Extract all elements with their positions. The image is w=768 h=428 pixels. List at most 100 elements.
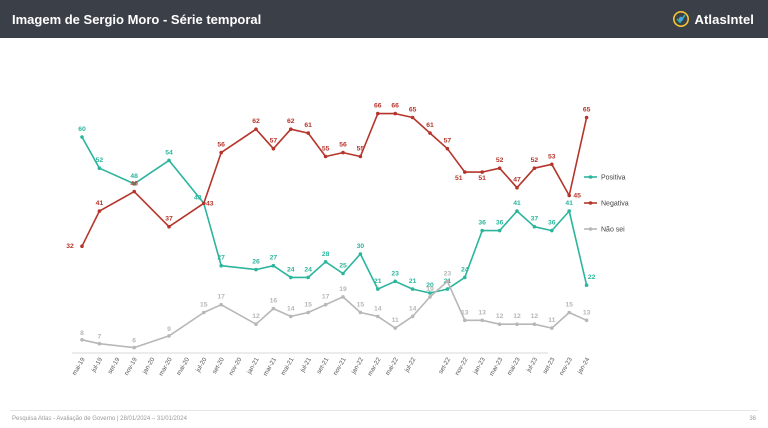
data-point xyxy=(376,111,380,116)
data-label: 23 xyxy=(391,270,399,277)
x-tick-label: mar-21 xyxy=(262,356,278,377)
data-point xyxy=(358,154,363,159)
data-point xyxy=(97,341,102,346)
data-label: 13 xyxy=(583,309,591,316)
data-label: 52 xyxy=(531,157,539,164)
data-point xyxy=(497,228,502,233)
data-point xyxy=(567,310,571,315)
data-label: 37 xyxy=(165,216,173,223)
data-point xyxy=(410,287,415,291)
data-label: 6 xyxy=(132,338,136,345)
data-label: 12 xyxy=(531,313,539,320)
data-point xyxy=(202,201,206,206)
data-point xyxy=(463,170,467,174)
data-point xyxy=(532,322,537,327)
data-label: 54 xyxy=(165,149,173,156)
data-label: 14 xyxy=(409,305,417,312)
data-label: 13 xyxy=(478,309,486,316)
x-tick-label: mai-23 xyxy=(506,356,522,377)
data-point xyxy=(132,345,136,350)
data-point xyxy=(445,279,450,284)
data-label: 9 xyxy=(167,326,171,333)
data-label: 16 xyxy=(270,298,278,305)
data-point xyxy=(480,170,485,174)
data-point xyxy=(550,228,554,233)
legend-marker xyxy=(588,175,593,179)
x-tick-label: jan-22 xyxy=(350,356,366,376)
data-label: 41 xyxy=(513,200,521,207)
data-point xyxy=(445,146,450,151)
data-point xyxy=(341,271,345,276)
data-label: 11 xyxy=(548,317,555,324)
x-tick-label: mai-19 xyxy=(71,356,87,377)
data-point xyxy=(410,115,415,120)
legend-marker xyxy=(588,227,593,231)
data-point xyxy=(480,318,485,323)
data-label: 57 xyxy=(270,138,278,145)
x-tick-label: jan-21 xyxy=(245,356,261,376)
x-tick-label: nov-22 xyxy=(454,356,470,377)
data-label: 36 xyxy=(548,220,556,227)
data-label: 21 xyxy=(374,278,382,285)
data-label: 48 xyxy=(130,173,138,180)
data-label: 61 xyxy=(304,122,312,129)
data-label: 7 xyxy=(98,334,102,341)
data-label: 24 xyxy=(304,266,312,273)
data-point xyxy=(550,162,554,167)
data-label: 17 xyxy=(322,294,330,301)
data-point xyxy=(132,182,136,186)
data-point xyxy=(376,287,380,291)
data-point xyxy=(445,287,450,291)
data-label: 12 xyxy=(252,313,260,320)
data-point xyxy=(323,154,328,159)
data-label: 25 xyxy=(339,263,347,270)
data-label: 14 xyxy=(287,305,295,312)
data-point xyxy=(254,127,258,131)
data-point xyxy=(254,322,258,327)
page-number: 36 xyxy=(749,416,756,422)
data-point xyxy=(97,209,102,213)
data-point xyxy=(80,244,84,248)
data-label: 15 xyxy=(200,302,208,309)
data-label: 43 xyxy=(206,200,214,207)
data-point xyxy=(167,334,171,338)
data-label: 65 xyxy=(409,107,417,114)
brand: AtlasIntel xyxy=(673,11,754,27)
x-tick-label: nov-23 xyxy=(558,356,574,377)
data-point xyxy=(515,185,519,190)
data-point xyxy=(271,306,276,311)
data-label: 19 xyxy=(339,286,347,293)
x-tick-label: set-19 xyxy=(107,356,122,375)
x-tick-label: jul-20 xyxy=(194,356,209,374)
data-label: 66 xyxy=(374,103,382,110)
data-label: 21 xyxy=(409,278,417,285)
legend-label: Positiva xyxy=(601,175,626,182)
brand-name: AtlasIntel xyxy=(694,11,754,27)
x-tick-label: mar-23 xyxy=(488,356,504,377)
data-label: 14 xyxy=(374,305,382,312)
page-title: Imagem de Sergio Moro - Série temporal xyxy=(12,11,262,27)
x-tick-label: jul-23 xyxy=(525,356,540,374)
data-point xyxy=(584,318,589,323)
data-point xyxy=(289,275,293,280)
x-tick-label: nov-19 xyxy=(123,356,139,377)
data-label: 22 xyxy=(588,274,596,281)
data-label: 11 xyxy=(392,317,399,324)
data-point xyxy=(341,295,345,299)
data-point xyxy=(515,322,519,327)
data-point xyxy=(254,267,258,272)
x-tick-label: mai-20 xyxy=(175,356,191,377)
atlasintel-logo-icon xyxy=(673,11,690,27)
data-point xyxy=(567,209,571,213)
data-label: 24 xyxy=(287,266,295,273)
data-point xyxy=(497,322,502,327)
data-point xyxy=(550,326,554,330)
data-point xyxy=(532,166,537,170)
data-label: 56 xyxy=(217,142,225,149)
series-line-negativa xyxy=(81,112,588,247)
legend-label: Negativa xyxy=(601,201,629,208)
x-tick-label: jan-20 xyxy=(141,356,157,376)
data-label: 24 xyxy=(461,266,469,273)
data-label: 41 xyxy=(96,200,104,207)
data-label: 52 xyxy=(496,157,504,164)
